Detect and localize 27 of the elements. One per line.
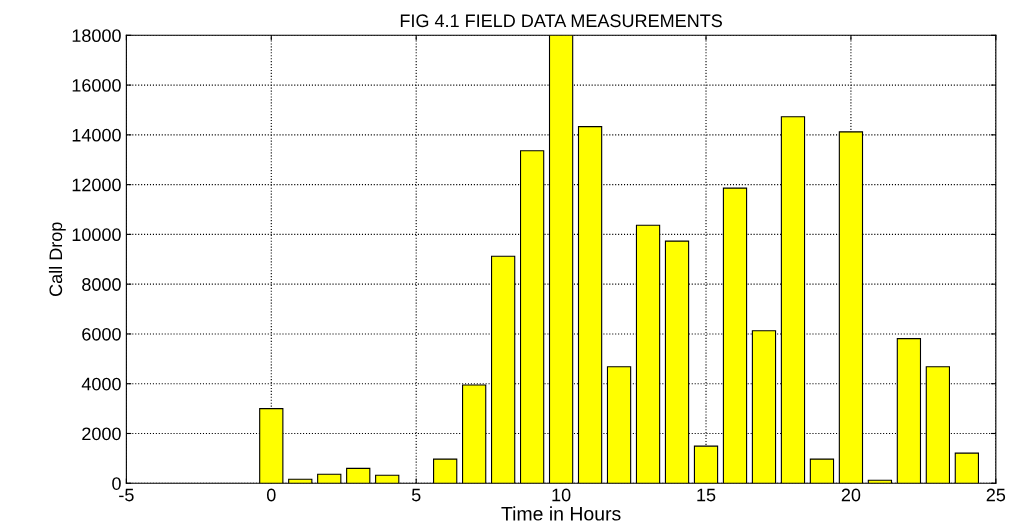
y-tick-label: 12000 [72, 178, 121, 192]
bar [375, 474, 400, 484]
x-tick-label: 25 [986, 488, 1006, 502]
bar [317, 473, 342, 484]
chart-title: FIG 4.1 FIELD DATA MEASUREMENTS [400, 14, 722, 28]
bar [954, 452, 980, 484]
x-tick-label: 10 [552, 488, 571, 502]
y-tick-label: 8000 [82, 278, 121, 291]
x-tick-label: 15 [697, 488, 716, 502]
y-tick-label: 14000 [72, 128, 121, 142]
y-tick-label: 6000 [82, 327, 121, 341]
y-tick-label: 10000 [72, 228, 121, 242]
x-axis-title: Time in Hours [501, 506, 621, 521]
x-tick-label: -5 [119, 488, 134, 502]
y-axis-title: Call Drop [48, 222, 66, 296]
y-tick-label: 18000 [72, 29, 121, 43]
y-tick-label: 0 [112, 477, 121, 490]
y-tick-label: 16000 [72, 79, 121, 92]
x-tick-label: 0 [266, 488, 276, 502]
bar [288, 478, 313, 484]
bar [346, 467, 371, 484]
bar [809, 458, 835, 484]
x-tick-label: 5 [411, 488, 421, 502]
y-tick-label: 2000 [82, 427, 121, 441]
bar [433, 458, 458, 484]
x-tick-label: 20 [841, 488, 861, 502]
y-tick-label: 4000 [81, 377, 121, 391]
